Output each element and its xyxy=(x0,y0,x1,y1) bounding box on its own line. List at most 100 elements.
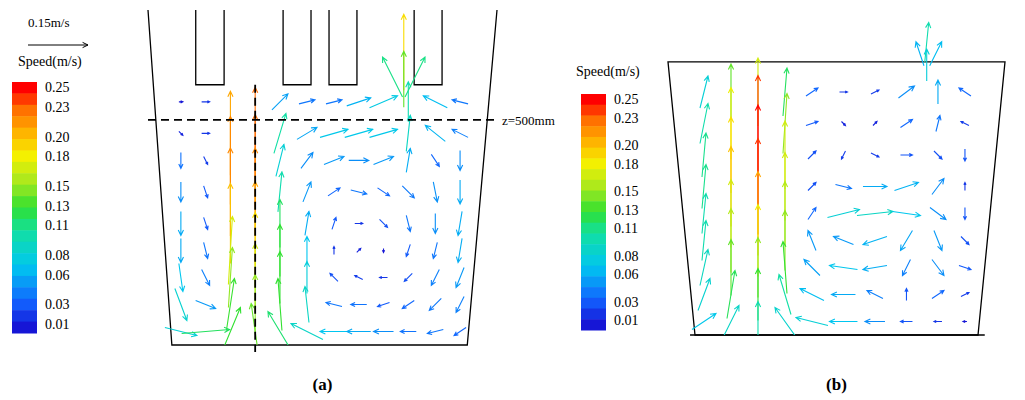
velocity-vector xyxy=(935,80,940,104)
velocity-vector xyxy=(268,311,292,345)
velocity-vector xyxy=(778,275,791,315)
velocity-vector xyxy=(829,319,857,324)
velocity-vector xyxy=(179,101,183,103)
velocity-vector xyxy=(963,320,967,322)
colorbar-band xyxy=(12,185,37,197)
velocity-vector xyxy=(924,49,929,81)
velocity-vector xyxy=(204,156,208,164)
velocity-vector xyxy=(934,320,942,322)
velocity-vector xyxy=(932,291,944,299)
velocity-vector xyxy=(894,182,918,191)
colorbar-tick-label: 0.15 xyxy=(614,184,639,199)
velocity-vector xyxy=(841,122,845,126)
colorbar-band xyxy=(12,299,37,311)
velocity-vector xyxy=(351,190,367,195)
velocity-vector xyxy=(333,246,335,254)
velocity-vector xyxy=(277,251,282,303)
velocity-vector xyxy=(301,152,313,168)
vessel xyxy=(148,10,497,345)
colorbar-tick-label: 0.18 xyxy=(614,157,639,172)
velocity-vector xyxy=(370,96,398,108)
colorbar-tick-label: 0.06 xyxy=(45,268,70,283)
velocity-vector xyxy=(727,271,737,319)
velocity-vector xyxy=(961,293,969,297)
velocity-vector xyxy=(345,128,373,137)
velocity-vector xyxy=(326,99,342,104)
panel-label: (b) xyxy=(826,375,847,394)
velocity-vector xyxy=(833,236,853,244)
reference-line xyxy=(148,119,497,121)
colorbar-band xyxy=(12,105,37,117)
velocity-vector xyxy=(775,308,795,336)
velocity-vector xyxy=(404,273,412,281)
colorbar-band xyxy=(12,276,37,288)
colorbar-band xyxy=(12,82,37,94)
velocity-vector xyxy=(380,219,388,227)
velocity-vector xyxy=(178,238,183,262)
velocity-vector xyxy=(963,149,966,161)
colorbar-band xyxy=(581,244,606,255)
velocity-vector xyxy=(961,237,969,245)
background xyxy=(0,0,1025,400)
colorbar-tick-label: 0.03 xyxy=(45,297,70,312)
velocity-vector xyxy=(433,182,438,202)
velocity-vector xyxy=(429,298,441,310)
velocity-vector xyxy=(374,329,394,334)
velocity-vector xyxy=(347,329,371,334)
velocity-vector xyxy=(873,122,877,126)
velocity-vector xyxy=(355,275,363,279)
velocity-vector xyxy=(276,144,285,176)
colorbar-band xyxy=(12,139,37,151)
electrode xyxy=(196,10,224,85)
velocity-vector xyxy=(432,242,437,258)
colorbar-tick-label: 0.08 xyxy=(45,248,70,263)
velocity-vector xyxy=(179,263,185,291)
velocity-vector xyxy=(930,42,942,66)
velocity-vector xyxy=(796,316,828,325)
velocity-vector xyxy=(202,132,210,134)
velocity-vector xyxy=(406,215,411,231)
velocity-vector xyxy=(355,222,363,224)
velocity-vector xyxy=(454,327,466,335)
colorbar-band xyxy=(581,212,606,223)
colorbar xyxy=(581,94,606,331)
velocity-vector xyxy=(806,121,818,125)
velocity-vector xyxy=(204,217,208,229)
colorbar-tick-label: 0.08 xyxy=(614,249,639,264)
velocity-vector xyxy=(226,278,236,330)
colorbar-band xyxy=(581,255,606,266)
velocity-vector xyxy=(829,264,857,270)
velocity-vector xyxy=(452,99,468,104)
velocity-vector xyxy=(351,302,367,306)
velocity-vector xyxy=(291,323,323,339)
velocity-vector xyxy=(204,242,209,258)
velocity-vector xyxy=(456,211,462,235)
velocity-vector xyxy=(808,231,816,251)
velocity-vector xyxy=(863,184,887,189)
colorbar-tick-label: 0.20 xyxy=(614,138,639,153)
velocity-vector xyxy=(892,212,920,218)
colorbar-band xyxy=(12,242,37,254)
velocity-vector xyxy=(865,319,885,324)
velocity-vector xyxy=(249,303,259,345)
colorbar-band xyxy=(12,173,37,185)
colorbar-band xyxy=(581,158,606,169)
reference-arrow xyxy=(28,42,88,47)
velocity-vector xyxy=(915,42,924,66)
velocity-vector xyxy=(456,296,464,312)
velocity-vector xyxy=(347,97,371,106)
velocity-vector xyxy=(425,125,445,141)
colorbar-tick-label: 0.03 xyxy=(614,295,639,310)
velocity-vector xyxy=(728,240,733,296)
colorbar-band xyxy=(12,150,37,162)
colorbar-tick-label: 0.23 xyxy=(614,111,639,126)
vessel-wall xyxy=(148,10,497,345)
colorbar-band xyxy=(581,233,606,244)
velocity-vector xyxy=(800,289,824,301)
velocity-vector xyxy=(349,158,369,163)
velocity-vector xyxy=(299,99,315,104)
colorbar xyxy=(12,82,37,334)
velocity-vector xyxy=(297,127,317,139)
velocity-vector xyxy=(220,307,240,345)
velocity-vector xyxy=(804,260,820,276)
